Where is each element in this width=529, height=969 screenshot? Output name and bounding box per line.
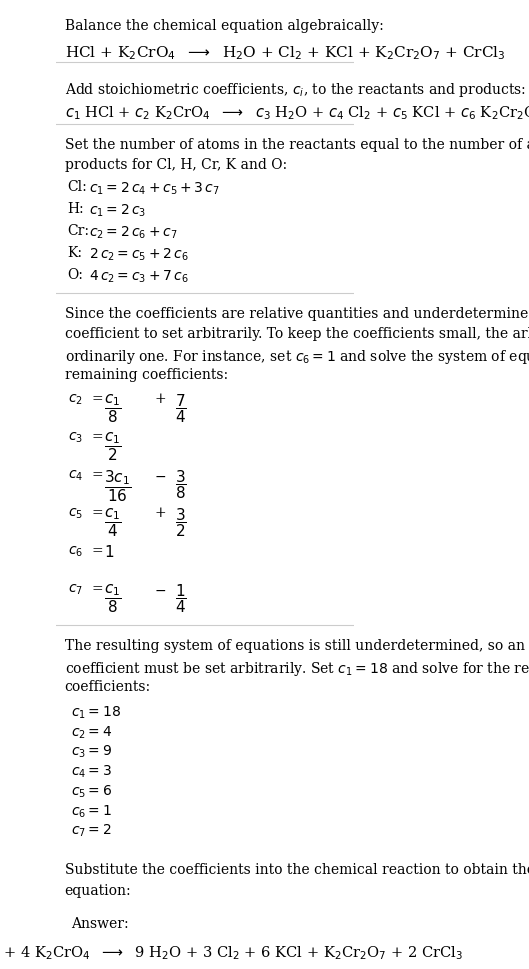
- Text: The resulting system of equations is still underdetermined, so an additional: The resulting system of equations is sti…: [65, 639, 529, 653]
- Text: remaining coefficients:: remaining coefficients:: [65, 368, 228, 382]
- Text: products for Cl, H, Cr, K and O:: products for Cl, H, Cr, K and O:: [65, 158, 287, 172]
- Text: ordinarily one. For instance, set $c_6 = 1$ and solve the system of equations fo: ordinarily one. For instance, set $c_6 =…: [65, 348, 529, 365]
- Text: =: =: [92, 468, 103, 482]
- Text: =: =: [92, 391, 103, 406]
- Text: $2\,c_2 = c_5 + 2\,c_6$: $2\,c_2 = c_5 + 2\,c_6$: [88, 246, 188, 263]
- Text: Set the number of atoms in the reactants equal to the number of atoms in the: Set the number of atoms in the reactants…: [65, 138, 529, 152]
- Text: $-$: $-$: [154, 581, 167, 596]
- Text: $c_1 = 2\,c_4 + c_5 + 3\,c_7$: $c_1 = 2\,c_4 + c_5 + 3\,c_7$: [88, 180, 220, 197]
- Text: $c_3 = 9$: $c_3 = 9$: [71, 743, 112, 760]
- Text: H:: H:: [68, 203, 84, 216]
- Text: O:: O:: [68, 267, 84, 282]
- Text: $\dfrac{3}{8}$: $\dfrac{3}{8}$: [175, 468, 187, 501]
- Text: HCl + K$_2$CrO$_4$  $\longrightarrow$  H$_2$O + Cl$_2$ + KCl + K$_2$Cr$_2$O$_7$ : HCl + K$_2$CrO$_4$ $\longrightarrow$ H$_…: [65, 45, 505, 62]
- Text: $\dfrac{c_1}{8}$: $\dfrac{c_1}{8}$: [104, 581, 121, 614]
- Text: coefficient must be set arbitrarily. Set $c_1 = 18$ and solve for the remaining: coefficient must be set arbitrarily. Set…: [65, 659, 529, 677]
- Text: $c_6 = 1$: $c_6 = 1$: [71, 802, 112, 819]
- Text: coefficient to set arbitrarily. To keep the coefficients small, the arbitrary va: coefficient to set arbitrarily. To keep …: [65, 327, 529, 341]
- Text: $c_5 = 6$: $c_5 = 6$: [71, 783, 112, 799]
- Text: +: +: [154, 391, 166, 406]
- Text: Substitute the coefficients into the chemical reaction to obtain the balanced: Substitute the coefficients into the che…: [65, 862, 529, 876]
- Text: coefficients:: coefficients:: [65, 679, 151, 694]
- Text: $\dfrac{7}{4}$: $\dfrac{7}{4}$: [175, 391, 187, 424]
- Text: =: =: [92, 506, 103, 519]
- Text: =: =: [92, 581, 103, 596]
- Text: Since the coefficients are relative quantities and underdetermined, choose a: Since the coefficients are relative quan…: [65, 306, 529, 321]
- Text: $c_4 = 3$: $c_4 = 3$: [71, 763, 112, 779]
- Text: $c_2 = 2\,c_6 + c_7$: $c_2 = 2\,c_6 + c_7$: [88, 224, 177, 240]
- Text: $-$: $-$: [154, 468, 167, 482]
- Text: $c_2$: $c_2$: [68, 391, 83, 406]
- Text: $\dfrac{3c_1}{16}$: $\dfrac{3c_1}{16}$: [104, 468, 131, 503]
- Text: $c_1 = 18$: $c_1 = 18$: [71, 703, 121, 720]
- Text: $c_1 = 2\,c_3$: $c_1 = 2\,c_3$: [88, 203, 146, 218]
- Text: $\dfrac{c_1}{2}$: $\dfrac{c_1}{2}$: [104, 430, 121, 462]
- Text: $c_2 = 4$: $c_2 = 4$: [71, 724, 112, 740]
- Text: Cl:: Cl:: [68, 180, 87, 194]
- Text: $\dfrac{1}{4}$: $\dfrac{1}{4}$: [175, 581, 187, 614]
- Text: Cr:: Cr:: [68, 224, 90, 238]
- Text: $c_4$: $c_4$: [68, 468, 83, 483]
- Text: +: +: [154, 506, 166, 519]
- Text: $\dfrac{3}{2}$: $\dfrac{3}{2}$: [175, 506, 187, 539]
- Text: Answer:: Answer:: [71, 917, 129, 930]
- Text: $4\,c_2 = c_3 + 7\,c_6$: $4\,c_2 = c_3 + 7\,c_6$: [88, 267, 188, 284]
- Text: Balance the chemical equation algebraically:: Balance the chemical equation algebraica…: [65, 18, 384, 33]
- Text: 18 HCl + 4 K$_2$CrO$_4$  $\longrightarrow$  9 H$_2$O + 3 Cl$_2$ + 6 KCl + K$_2$C: 18 HCl + 4 K$_2$CrO$_4$ $\longrightarrow…: [0, 944, 463, 961]
- Text: $c_7$: $c_7$: [68, 581, 83, 596]
- Text: $c_5$: $c_5$: [68, 506, 83, 520]
- Text: $\dfrac{c_1}{4}$: $\dfrac{c_1}{4}$: [104, 506, 121, 539]
- Text: equation:: equation:: [65, 883, 131, 896]
- Text: $c_1$ HCl + $c_2$ K$_2$CrO$_4$  $\longrightarrow$  $c_3$ H$_2$O + $c_4$ Cl$_2$ +: $c_1$ HCl + $c_2$ K$_2$CrO$_4$ $\longrig…: [65, 105, 529, 122]
- Text: $c_6$: $c_6$: [68, 544, 83, 558]
- Text: =: =: [92, 544, 103, 558]
- Text: K:: K:: [68, 246, 83, 260]
- Text: $\dfrac{c_1}{8}$: $\dfrac{c_1}{8}$: [104, 391, 121, 424]
- FancyBboxPatch shape: [62, 903, 348, 969]
- Text: $1$: $1$: [104, 544, 114, 560]
- Text: Add stoichiometric coefficients, $c_i$, to the reactants and products:: Add stoichiometric coefficients, $c_i$, …: [65, 80, 526, 99]
- Text: $c_7 = 2$: $c_7 = 2$: [71, 822, 111, 838]
- Text: =: =: [92, 430, 103, 444]
- Text: $c_3$: $c_3$: [68, 430, 83, 445]
